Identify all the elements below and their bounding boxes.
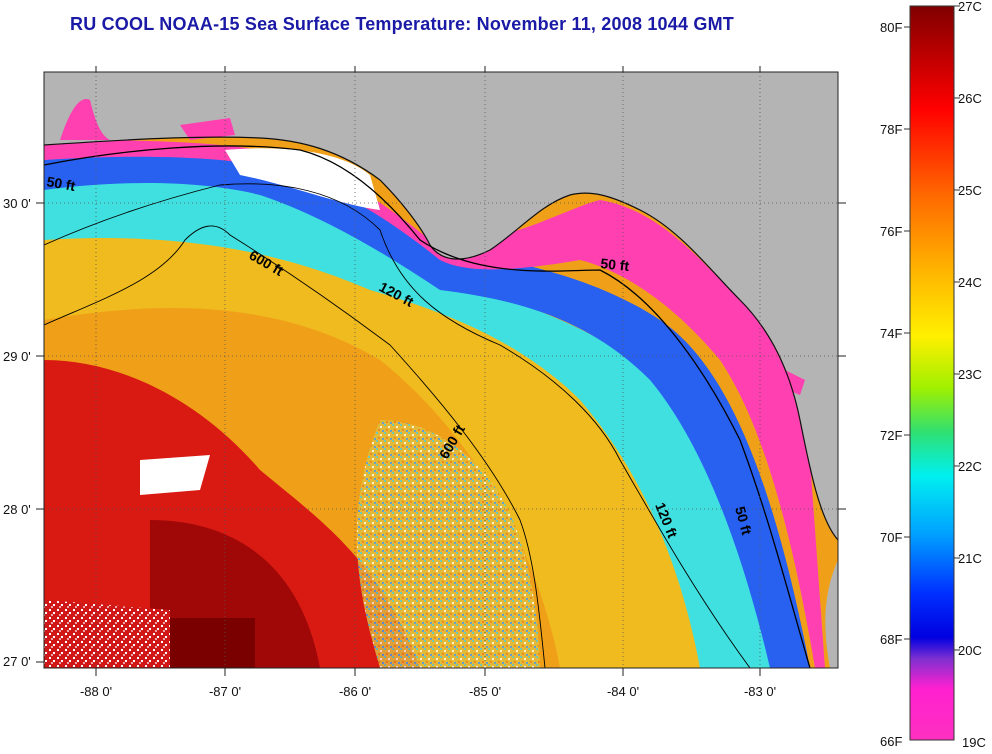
colorbar-ticks (904, 5, 960, 651)
colorbar-label-f: 80F (880, 20, 902, 35)
lat-label: 29 0' (3, 349, 31, 364)
lon-label: -85 0' (469, 684, 501, 699)
colorbar-label-f: 76F (880, 224, 902, 239)
colorbar-label-f: 66F (880, 734, 902, 749)
lon-label: -88 0' (80, 684, 112, 699)
cloud-patch (140, 455, 210, 495)
colorbar-label-f: 68F (880, 632, 902, 647)
colorbar-label-c: 25C (958, 183, 982, 198)
lat-label: 30 0' (3, 196, 31, 211)
colorbar-label-c: 22C (958, 459, 982, 474)
yellow-band (44, 220, 760, 668)
hottest-patch (165, 618, 255, 668)
contour-label-50ft-west: 50 ft (45, 173, 76, 194)
colorbar-label-f: 74F (880, 326, 902, 341)
map-frame (43, 71, 839, 669)
colorbar-label-c: 20C (958, 643, 982, 658)
map-title: RU COOL NOAA-15 Sea Surface Temperature:… (70, 14, 734, 34)
coastline (44, 136, 838, 541)
lon-label: -83 0' (744, 684, 776, 699)
contour-600ft (44, 225, 546, 668)
land (44, 72, 838, 540)
contour-120ft (44, 183, 751, 668)
colorbar-label-f: 72F (880, 428, 902, 443)
colorbar (909, 5, 955, 741)
colorbar-label-f: 78F (880, 122, 902, 137)
lon-label: -86 0' (339, 684, 371, 699)
colorbar-label-c: 19C (962, 735, 986, 750)
lon-label: -87 0' (209, 684, 241, 699)
blue-band (44, 153, 810, 668)
colorbar-label-c: 21C (958, 551, 982, 566)
lon-label: -84 0' (607, 684, 639, 699)
magenta-band (44, 140, 825, 668)
ticks (36, 66, 846, 676)
colorbar-label-f: 70F (880, 530, 902, 545)
contour-label-50ft-south: 50 ft (732, 505, 755, 537)
noisy-red-area (44, 600, 170, 668)
map-plot (44, 72, 838, 668)
colorbar-label-c: 27C (958, 0, 982, 14)
colorbar-label-c: 26C (958, 91, 982, 106)
contour-50ft (44, 145, 811, 668)
lat-label: 27 0' (3, 654, 31, 669)
colorbar-label-c: 23C (958, 367, 982, 382)
noisy-area (356, 420, 540, 668)
contour-label-50ft-east: 50 ft (600, 255, 631, 274)
lat-label: 28 0' (3, 502, 31, 517)
colorbar-label-c: 24C (958, 275, 982, 290)
bay-center (180, 118, 235, 140)
land-south (825, 560, 838, 668)
bay-west (60, 99, 110, 140)
coastal-cloud (225, 148, 380, 210)
warm-region (44, 360, 420, 668)
graticule (44, 72, 838, 668)
bay-east (785, 370, 805, 395)
